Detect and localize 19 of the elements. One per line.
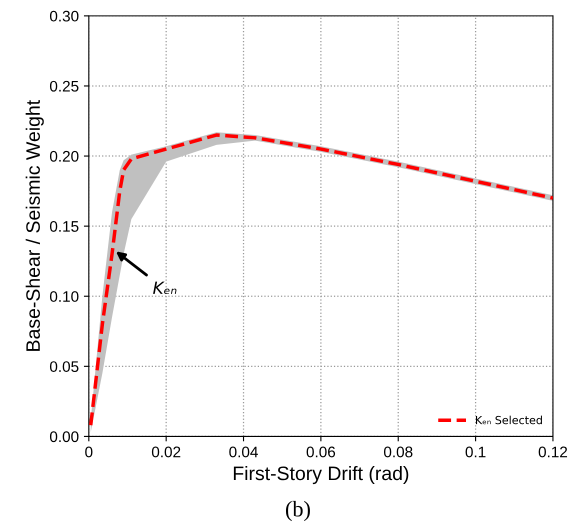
x-tick-label: 0.12	[538, 446, 568, 458]
legend-label: Kₑₙ Selected	[476, 416, 542, 424]
y-tick-label: 0.30	[50, 10, 78, 22]
y-tick-label: 0.00	[50, 431, 78, 442]
x-tick-label: 0.1	[466, 446, 486, 458]
x-axis-title: First-Story Drift (rad)	[234, 466, 408, 484]
y-tick-label: 0.10	[50, 291, 78, 302]
y-tick-label: 0.25	[50, 80, 78, 92]
x-tick-label: 0.06	[306, 446, 336, 458]
text: (b)	[286, 500, 310, 522]
x-tick-label: 0.08	[384, 446, 412, 458]
x-tick-label: 0	[85, 446, 92, 458]
y-tick-label: 0.20	[50, 150, 78, 162]
x-tick-label: 0.04	[229, 446, 258, 458]
annotation: Kₑₙ	[153, 282, 176, 294]
y-tick-label: 0.15	[50, 221, 78, 232]
y-tick-label: 0.05	[50, 361, 78, 372]
x-tick-label: 0.02	[152, 446, 180, 458]
y-axis-title: Base-Shear / Seismic Weight	[26, 100, 44, 351]
